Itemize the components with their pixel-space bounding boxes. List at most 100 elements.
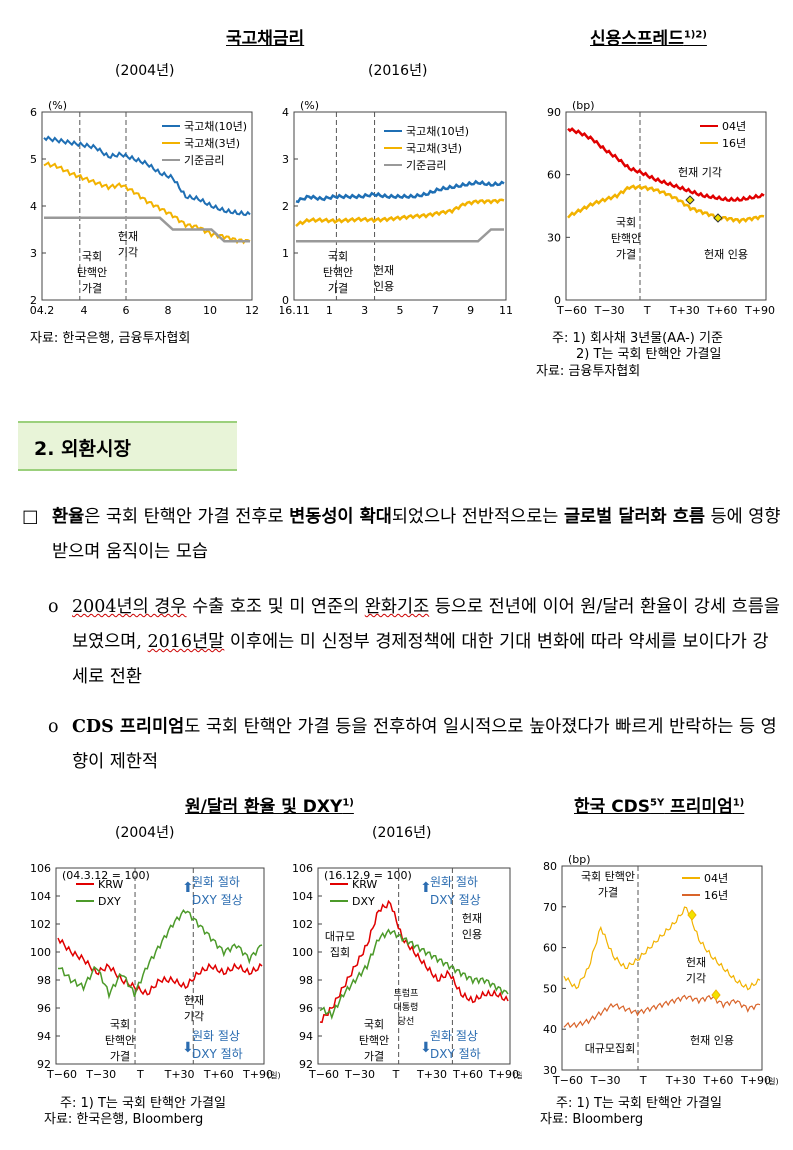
annot-down-0: 원화 절상 (192, 1029, 240, 1043)
x-tick-label: T+90 (744, 304, 775, 317)
x-tick-label: T+90 (740, 1074, 771, 1087)
annot-down-1: DXY 절하 (430, 1047, 481, 1061)
y-tick-label: 80 (543, 860, 557, 873)
x-unit: (일) (765, 1077, 779, 1086)
series-line-0 (567, 127, 765, 202)
fig2-title-text: 신용스프레드 (590, 29, 684, 49)
x-tick-label: T+60 (702, 1074, 733, 1087)
chart-cds: 80 70 60 50 40 30T−60 T−30 T T+30 T+60 T+90(일) (bp)… (543, 853, 779, 1087)
y-tick-label: 106 (30, 862, 51, 875)
y-tick-label: 98 (37, 974, 51, 987)
x-tick-label: T+30 (416, 1068, 447, 1081)
annot-impeachment-0: 국회 (328, 250, 348, 263)
plot-frame (317, 867, 511, 1065)
y-tick-label: 2 (282, 200, 289, 213)
p3-bold-1: CDS 프리미엄 (72, 717, 185, 737)
legend-label: KRW (98, 878, 123, 891)
fig2-note-2: 2) T는 국회 탄핵안 가결일 (576, 347, 722, 362)
unit-label: (bp) (572, 99, 595, 112)
fig4-title-b: 프리미엄 (664, 797, 733, 817)
annot-court-rejected-1: 기각 (184, 1010, 204, 1023)
x-tick-label: 11 (499, 304, 513, 317)
y-tick-label: 96 (37, 1002, 51, 1015)
chart-bond-2016: 4 3 2 1 016.11 1 3 5 7 9 11 (%) 국고채(10년) 국고채(3년) 기준금리국… (280, 99, 513, 317)
fig1-title: 국고채금리 (226, 29, 305, 49)
series-line-1 (43, 161, 251, 245)
chart-credit-spread: 90 60 30 0T−60 T−30 T T+30 T+60 T+90 (bp) 04년 16년국회… (547, 99, 775, 317)
plot-frame (561, 865, 763, 1071)
x-tick-label: 12 (245, 304, 259, 317)
annot-court-upheld-1: 인용 (374, 280, 394, 293)
y-tick-label: 50 (543, 982, 557, 995)
fig2-source: 자료: 금융투자협회 (536, 364, 641, 379)
series-line-2 (44, 216, 250, 243)
series-line-0 (319, 899, 509, 1024)
annot-trump-2: 당선 (398, 1016, 415, 1027)
legend-label: 16년 (722, 137, 746, 150)
x-tick-label: 3 (361, 304, 368, 317)
y-tick-label: 5 (30, 153, 37, 166)
base-label: (16.12.9 = 100) (324, 869, 412, 882)
annot-impeachment-2: 가결 (364, 1050, 384, 1063)
x-tick-label: T+90 (242, 1068, 273, 1081)
fig3-title-text: 원/달러 환율 및 DXY (185, 797, 343, 817)
x-tick-label: T−30 (344, 1068, 375, 1081)
y-tick-label: 4 (282, 106, 289, 119)
annot-impeachment-2: 가결 (82, 282, 102, 295)
marker-upheld (713, 213, 723, 223)
legend-label: 국고채(3년) (184, 137, 240, 150)
x-tick-label: T−30 (590, 1074, 621, 1087)
x-tick-label: 6 (123, 304, 130, 317)
annot-court-upheld-1: 인용 (462, 928, 482, 941)
p1-bold-1: 환율 (52, 507, 85, 527)
x-tick-label: T+60 (452, 1068, 483, 1081)
annot-impeachment-0: 국회 (364, 1018, 384, 1031)
annot-court-rejected-1: 기각 (118, 246, 138, 259)
annot-trump-1: 대통령 (394, 1001, 419, 1013)
series-line-0 (295, 179, 505, 204)
x-tick-label: T (643, 304, 651, 317)
bullet-o-2: o (48, 717, 59, 737)
x-tick-label: 16.11 (280, 304, 310, 317)
y-tick-label: 92 (299, 1058, 313, 1071)
annot-trump-0: 트럼프 (394, 987, 419, 999)
annot-court-upheld-0: 헌재 인용 (690, 1034, 734, 1047)
fig4-title-sup-a: 5Y (650, 797, 665, 809)
p1-text-2: 되었으나 전반적으로는 (391, 507, 564, 527)
annot-impeachment-0: 국회 (616, 216, 636, 229)
series-line-1 (319, 928, 509, 1021)
legend-label: 기준금리 (406, 159, 446, 172)
x-tick-label: 10 (203, 304, 217, 317)
x-tick-label: T+60 (706, 304, 737, 317)
fig3-subtitle-2004: (2004년) (115, 825, 175, 841)
fig3-source: 자료: 한국은행, Bloomberg (44, 1112, 204, 1127)
fig2-title: 신용스프레드1)2) (590, 24, 707, 49)
x-tick-label: 8 (165, 304, 172, 317)
y-tick-label: 102 (30, 918, 51, 931)
x-unit: (일) (513, 1071, 522, 1080)
annot-court-rejected-0: 헌재 기각 (678, 166, 722, 179)
x-tick-label: 9 (467, 304, 474, 317)
annot-up-1: DXY 절상 (430, 893, 481, 907)
legend-label: KRW (352, 878, 377, 891)
annot-impeachment-1: 탄핵안 (77, 266, 107, 279)
annot-impeachment-1: 가결 (598, 886, 618, 899)
chart-bond-2004: 6 5 4 3 204.2 4 6 8 10 12 (%) 국고채(10년) 국고채(3년) 기준금리국회… (30, 99, 259, 317)
annot-court-upheld-0: 헌재 (374, 264, 394, 277)
fig1-subtitle-2016: (2016년) (368, 63, 428, 79)
annot-up-1: DXY 절상 (192, 893, 243, 907)
paragraph-3: o CDS 프리미엄도 국회 탄핵안 가결 등을 전후하여 일시적으로 높아졌다… (48, 710, 783, 780)
p2-text-1: 수출 호조 및 미 연준의 (186, 597, 365, 617)
fig2-note-1: 주: 1) 회사채 3년물(AA-) 기준 (552, 331, 723, 346)
fig4-source: 자료: Bloomberg (540, 1112, 644, 1127)
series-line-0 (43, 135, 251, 217)
series-line-1 (563, 994, 761, 1029)
p3-text-1: 도 국회 탄핵안 가결 등을 전후하여 일시적으로 높아졌다가 빠르게 반락하는… (72, 717, 777, 772)
arrow-up-icon: ⬆ (420, 880, 432, 896)
annot-impeachment-2: 가결 (328, 282, 348, 295)
series-line-2 (296, 228, 504, 243)
y-tick-label: 40 (543, 1023, 557, 1036)
x-tick-label: 1 (326, 304, 333, 317)
y-tick-label: 106 (292, 862, 313, 875)
p1-text-3: 등에 영향받으며 움직이는 모습 (52, 507, 781, 562)
